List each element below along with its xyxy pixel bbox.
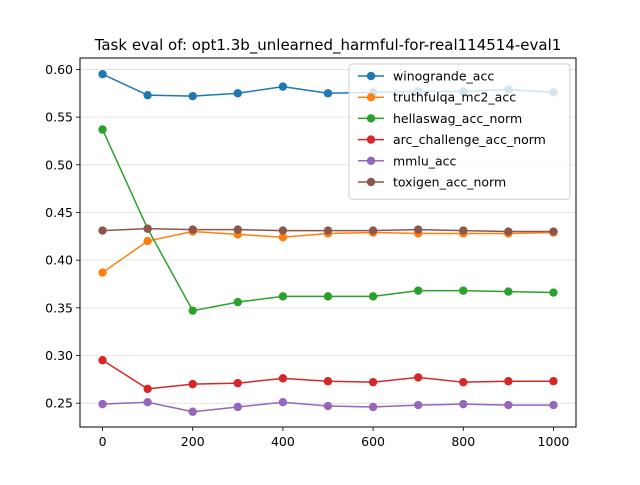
data-point	[504, 227, 513, 236]
data-point	[323, 89, 333, 98]
legend-marker	[366, 93, 376, 102]
legend-item: mmlu_acc	[358, 153, 457, 168]
chart-title: Task eval of: opt1.3b_unlearned_harmful-…	[94, 36, 562, 55]
data-point	[233, 89, 243, 98]
series-toxigen_acc_norm	[98, 224, 558, 236]
series-mmlu_acc	[98, 398, 558, 416]
data-point	[413, 286, 423, 295]
x-tick-label: 600	[361, 434, 385, 449]
data-point	[323, 377, 333, 386]
x-tick-label: 400	[271, 434, 295, 449]
data-point	[278, 292, 288, 301]
data-point	[549, 400, 558, 410]
data-point	[233, 378, 243, 388]
legend-marker	[366, 135, 376, 144]
data-point	[143, 398, 152, 407]
data-point	[98, 356, 107, 365]
data-point	[278, 374, 288, 383]
legend-marker	[366, 177, 376, 187]
y-tick-label: 0.25	[45, 396, 73, 411]
x-tick-label: 200	[181, 434, 205, 449]
legend: winogrande_acc truthfulqa_mc2_acc hellaswa…	[348, 63, 571, 200]
data-point	[188, 91, 197, 101]
data-point	[504, 287, 513, 296]
data-point	[188, 407, 197, 416]
data-point	[233, 297, 243, 307]
data-point	[549, 227, 558, 236]
data-point	[323, 226, 333, 235]
data-point	[368, 226, 378, 235]
legend-label: winogrande_acc	[393, 69, 494, 84]
y-tick-label: 0.45	[45, 205, 73, 220]
data-point	[188, 379, 197, 389]
x-tick-label: 800	[451, 434, 475, 449]
y-tick-label: 0.50	[45, 157, 73, 172]
data-point	[459, 399, 468, 409]
data-point	[278, 398, 288, 407]
data-point	[233, 402, 243, 412]
legend-label: truthfulqa_mc2_acc	[393, 90, 516, 105]
data-point	[504, 377, 513, 386]
legend-marker	[366, 114, 376, 123]
data-point	[413, 400, 423, 410]
legend-item: winogrande_acc	[358, 69, 494, 84]
legend-box	[348, 63, 571, 200]
data-point	[98, 399, 107, 409]
data-point	[459, 226, 468, 235]
data-point	[143, 384, 152, 394]
legend-label: hellaswag_acc_norm	[393, 111, 522, 126]
legend-label: toxigen_acc_norm	[393, 175, 506, 190]
data-point	[323, 401, 333, 411]
data-point	[323, 292, 333, 301]
data-point	[188, 306, 197, 315]
y-tick-label: 0.40	[45, 253, 73, 268]
legend-label: mmlu_acc	[393, 153, 457, 168]
data-point	[368, 402, 378, 412]
data-point	[413, 225, 423, 234]
data-point	[188, 225, 197, 234]
data-point	[233, 225, 243, 234]
legend-marker	[366, 156, 376, 165]
x-tick-label: 0	[99, 434, 107, 449]
y-tick-label: 0.35	[45, 300, 73, 315]
legend-marker	[366, 71, 376, 81]
data-point	[278, 82, 288, 91]
data-point	[368, 377, 378, 387]
plot-frame	[79, 57, 577, 428]
data-point	[143, 90, 152, 100]
data-point	[143, 224, 152, 233]
data-point	[368, 292, 378, 301]
legend-item: truthfulqa_mc2_acc	[358, 90, 516, 105]
data-point	[98, 125, 107, 134]
data-point	[98, 226, 107, 235]
data-point	[278, 233, 288, 242]
series-hellaswag_acc_norm	[98, 125, 558, 315]
legend-label: arc_challenge_acc_norm	[393, 132, 546, 147]
y-tick-label: 0.30	[45, 348, 73, 363]
data-point	[413, 373, 423, 382]
y-tick-label: 0.60	[45, 62, 73, 77]
data-point	[549, 377, 558, 386]
data-point	[278, 226, 288, 235]
series-arc_challenge_acc_norm	[98, 356, 558, 394]
legend-item: toxigen_acc_norm	[358, 175, 506, 190]
y-tick-label: 0.55	[45, 110, 73, 125]
data-point	[549, 288, 558, 297]
legend-item: arc_challenge_acc_norm	[358, 132, 546, 147]
data-point	[98, 268, 107, 277]
x-tick-label: 1000	[538, 434, 570, 449]
data-point	[459, 377, 468, 387]
data-point	[143, 236, 152, 246]
data-point	[459, 286, 468, 295]
legend-item: hellaswag_acc_norm	[358, 111, 522, 126]
data-point	[98, 70, 107, 79]
axis-layer: 0.25 0.30 0.35 0.40 0.45 0.50 0.55 0.60 0 200 400 6…	[45, 62, 569, 449]
data-point	[504, 400, 513, 410]
